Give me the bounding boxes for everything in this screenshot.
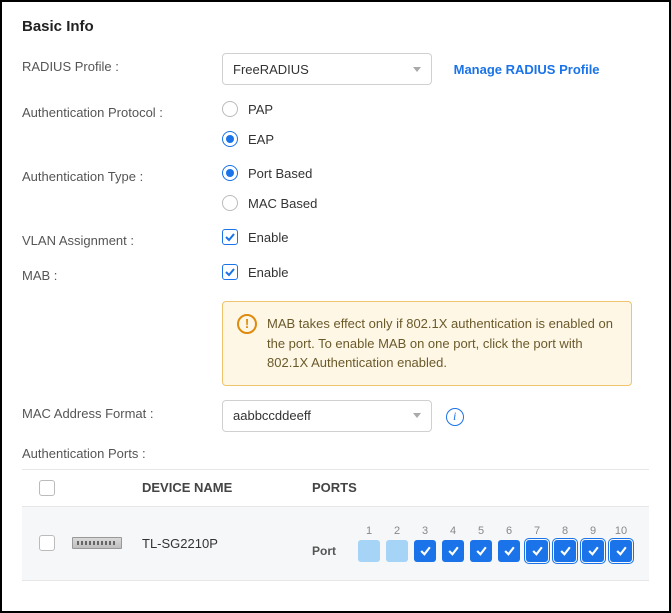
section-title: Basic Info — [22, 18, 649, 35]
mac-format-value: aabbccddeeff — [233, 408, 311, 423]
switch-device-icon — [72, 537, 122, 549]
auth-protocol-option-label: PAP — [248, 102, 273, 117]
port-box[interactable] — [358, 540, 380, 562]
row-radius-profile: RADIUS Profile : FreeRADIUS Manage RADIU… — [22, 53, 649, 85]
info-icon[interactable]: i — [446, 408, 464, 426]
header-checkbox-cell — [22, 480, 72, 496]
port-number: 8 — [554, 525, 576, 537]
row-mab-alert: ! MAB takes effect only if 802.1X authen… — [22, 297, 649, 386]
manage-radius-profile-link[interactable]: Manage RADIUS Profile — [454, 55, 600, 77]
vlan-assignment-checkbox[interactable]: Enable — [222, 227, 649, 247]
port-number-labels: 123456789 10 — [312, 525, 649, 537]
port-number: 2 — [386, 525, 408, 537]
label-vlan-assignment: VLAN Assignment : — [22, 227, 222, 248]
control-radius-profile: FreeRADIUS Manage RADIUS Profile — [222, 53, 649, 85]
port-box[interactable] — [414, 540, 436, 562]
label-auth-ports: Authentication Ports : — [22, 446, 649, 461]
auth-protocol-option[interactable]: PAP — [222, 99, 649, 119]
port-row-label: Port — [312, 544, 352, 558]
radio-icon — [222, 165, 238, 181]
mac-format-select[interactable]: aabbccddeeff — [222, 400, 432, 432]
row-mac-format: MAC Address Format : aabbccddeeff i — [22, 400, 649, 432]
port-box[interactable] — [610, 540, 632, 562]
row-auth-protocol: Authentication Protocol : PAP EAP — [22, 99, 649, 149]
auth-type-option-label: MAC Based — [248, 196, 317, 211]
radio-icon — [222, 101, 238, 117]
auth-protocol-option[interactable]: EAP — [222, 129, 649, 149]
port-number: 9 — [582, 525, 604, 537]
port-number: 10 — [610, 525, 632, 537]
port-box[interactable] — [526, 540, 548, 562]
control-mab-alert: ! MAB takes effect only if 802.1X authen… — [222, 297, 649, 386]
port-number: 1 — [358, 525, 380, 537]
port-number: 3 — [414, 525, 436, 537]
row-auth-type: Authentication Type : Port Based MAC Base… — [22, 163, 649, 213]
spacer — [22, 297, 222, 303]
port-number: 5 — [470, 525, 492, 537]
radius-profile-select[interactable]: FreeRADIUS — [222, 53, 432, 85]
checkbox-icon — [222, 264, 238, 280]
label-mac-format: MAC Address Format : — [22, 400, 222, 421]
auth-protocol-option-label: EAP — [248, 132, 274, 147]
select-all-checkbox[interactable] — [39, 480, 55, 496]
auth-type-option-label: Port Based — [248, 166, 312, 181]
port-number: 4 — [442, 525, 464, 537]
row-device-name: TL-SG2210P — [142, 536, 312, 551]
mab-alert: ! MAB takes effect only if 802.1X authen… — [222, 301, 632, 386]
header-device-name: DEVICE NAME — [142, 480, 312, 495]
auth-type-group: Port Based MAC Based — [222, 163, 649, 213]
radius-profile-value: FreeRADIUS — [233, 62, 309, 77]
port-row: Port — [312, 540, 649, 562]
warning-icon: ! — [237, 314, 257, 334]
port-boxes — [358, 540, 632, 562]
row-device-icon-cell — [72, 537, 142, 549]
ports-table-header: DEVICE NAME PORTS — [22, 469, 649, 507]
mab-checkbox[interactable]: Enable — [222, 262, 649, 282]
radio-icon — [222, 131, 238, 147]
port-box[interactable] — [582, 540, 604, 562]
chevron-down-icon — [413, 413, 421, 418]
port-box[interactable] — [386, 540, 408, 562]
auth-protocol-group: PAP EAP — [222, 99, 649, 149]
table-row: TL-SG2210P 123456789 10 Port — [22, 507, 649, 581]
row-vlan-assignment: VLAN Assignment : Enable — [22, 227, 649, 248]
checkbox-icon — [222, 229, 238, 245]
control-mac-format: aabbccddeeff i — [222, 400, 649, 432]
mab-label: Enable — [248, 265, 288, 280]
row-mab: MAB : Enable — [22, 262, 649, 283]
control-mab: Enable — [222, 262, 649, 282]
label-auth-protocol: Authentication Protocol : — [22, 99, 222, 120]
auth-type-option[interactable]: MAC Based — [222, 193, 649, 213]
port-box[interactable] — [498, 540, 520, 562]
label-radius-profile: RADIUS Profile : — [22, 53, 222, 74]
header-ports: PORTS — [312, 480, 649, 495]
control-vlan-assignment: Enable — [222, 227, 649, 247]
port-box[interactable] — [442, 540, 464, 562]
port-number: 6 — [498, 525, 520, 537]
basic-info-panel: Basic Info RADIUS Profile : FreeRADIUS M… — [0, 0, 671, 613]
row-checkbox-cell — [22, 535, 72, 551]
row-ports-area: 123456789 10 Port — [312, 525, 649, 562]
radio-icon — [222, 195, 238, 211]
auth-type-option[interactable]: Port Based — [222, 163, 649, 183]
label-auth-type: Authentication Type : — [22, 163, 222, 184]
port-number: 7 — [526, 525, 548, 537]
row-select-checkbox[interactable] — [39, 535, 55, 551]
label-mab: MAB : — [22, 262, 222, 283]
vlan-assignment-label: Enable — [248, 230, 288, 245]
port-box[interactable] — [470, 540, 492, 562]
chevron-down-icon — [413, 67, 421, 72]
mab-alert-text: MAB takes effect only if 802.1X authenti… — [267, 314, 617, 373]
port-box[interactable] — [554, 540, 576, 562]
